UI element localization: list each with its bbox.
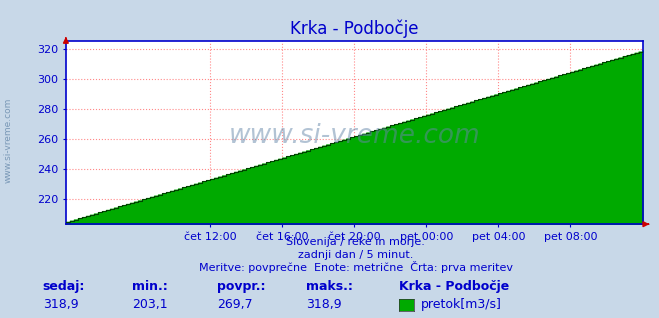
Text: sedaj:: sedaj: bbox=[43, 280, 85, 293]
Text: 318,9: 318,9 bbox=[306, 299, 342, 311]
Text: www.si-vreme.com: www.si-vreme.com bbox=[228, 123, 480, 149]
Text: 269,7: 269,7 bbox=[217, 299, 253, 311]
Text: 318,9: 318,9 bbox=[43, 299, 78, 311]
Text: Krka - Podbočje: Krka - Podbočje bbox=[399, 280, 509, 293]
Text: Meritve: povprečne  Enote: metrične  Črta: prva meritev: Meritve: povprečne Enote: metrične Črta:… bbox=[199, 261, 513, 273]
Text: Slovenija / reke in morje.: Slovenija / reke in morje. bbox=[287, 238, 425, 247]
Text: zadnji dan / 5 minut.: zadnji dan / 5 minut. bbox=[298, 250, 414, 260]
Title: Krka - Podbočje: Krka - Podbočje bbox=[290, 20, 418, 38]
Text: 203,1: 203,1 bbox=[132, 299, 167, 311]
Text: www.si-vreme.com: www.si-vreme.com bbox=[3, 97, 13, 183]
Text: pretok[m3/s]: pretok[m3/s] bbox=[420, 299, 501, 311]
Text: povpr.:: povpr.: bbox=[217, 280, 266, 293]
Text: maks.:: maks.: bbox=[306, 280, 353, 293]
Text: min.:: min.: bbox=[132, 280, 167, 293]
